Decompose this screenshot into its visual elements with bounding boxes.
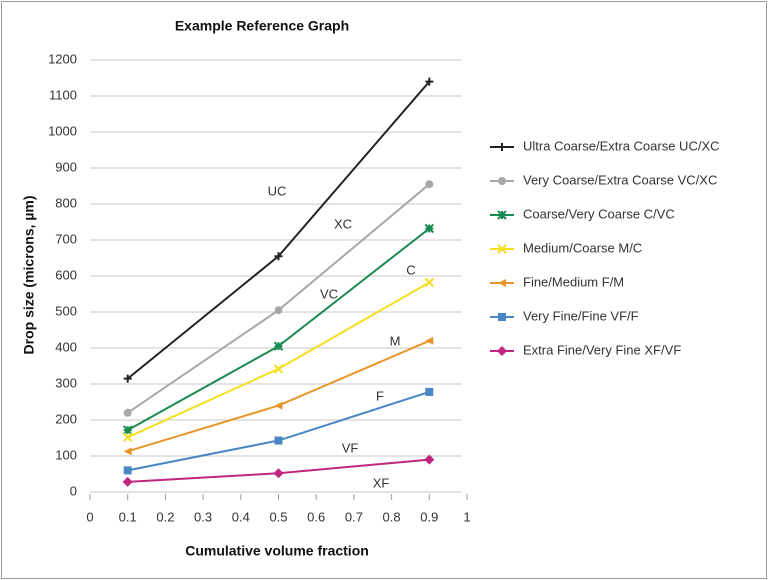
chart-title: Example Reference Graph <box>175 18 349 34</box>
y-tick-label: 700 <box>55 231 77 246</box>
legend-label: Medium/Coarse M/C <box>523 240 642 255</box>
data-point <box>123 447 132 456</box>
legend-label: Fine/Medium F/M <box>523 274 624 289</box>
data-point <box>273 468 284 479</box>
x-tick-label: 0.1 <box>119 509 137 524</box>
annotation: XF <box>373 475 390 490</box>
data-point <box>123 374 132 383</box>
y-tick-label: 600 <box>55 267 77 282</box>
x-tick-label: 0.6 <box>307 509 325 524</box>
x-tick-label: 0.3 <box>194 509 212 524</box>
y-axis-label: Drop size (microns, µm) <box>21 196 37 355</box>
data-point <box>425 77 434 86</box>
data-point <box>425 336 434 345</box>
x-tick-label: 0.7 <box>345 509 363 524</box>
data-point <box>123 408 132 417</box>
x-axis-label: Cumulative volume fraction <box>185 543 369 559</box>
y-tick-label: 400 <box>55 339 77 354</box>
data-point <box>274 436 283 445</box>
data-point <box>122 476 133 487</box>
y-tick-label: 900 <box>55 159 77 174</box>
data-point <box>123 466 132 475</box>
y-tick-label: 1100 <box>49 87 77 102</box>
x-tick-label: 0.9 <box>420 509 438 524</box>
x-tick-label: 1 <box>463 509 470 524</box>
y-tick-label: 0 <box>70 483 77 498</box>
legend-label: Very Coarse/Extra Coarse VC/XC <box>523 172 717 187</box>
legend-marker <box>497 346 507 356</box>
legend-label: Coarse/Very Coarse C/VC <box>523 206 675 221</box>
y-tick-label: 1200 <box>48 51 77 66</box>
legend-marker <box>497 210 507 220</box>
data-point <box>274 401 283 410</box>
x-tick-label: 0 <box>86 509 93 524</box>
annotation: XC <box>334 216 352 231</box>
legend-label: Ultra Coarse/Extra Coarse UC/XC <box>523 138 720 153</box>
annotation: VC <box>320 286 338 301</box>
data-point <box>424 277 435 288</box>
legend-marker <box>498 279 506 287</box>
y-tick-label: 800 <box>55 195 77 210</box>
data-point <box>425 387 434 396</box>
x-tick-label: 0.8 <box>383 509 401 524</box>
data-point <box>273 341 284 351</box>
series-line <box>127 339 430 453</box>
data-point <box>273 364 284 374</box>
data-point <box>274 252 283 261</box>
legend-label: Extra Fine/Very Fine XF/VF <box>523 342 681 357</box>
y-tick-label: 300 <box>55 375 77 390</box>
data-point <box>274 306 283 315</box>
y-tick-label: 100 <box>55 447 77 462</box>
y-tick-label: 500 <box>55 303 77 318</box>
legend-marker <box>498 177 506 185</box>
x-tick-label: 0.2 <box>156 509 174 524</box>
legend-marker <box>497 244 507 254</box>
y-tick-label: 1000 <box>48 123 77 138</box>
y-tick-label: 200 <box>55 411 77 426</box>
annotation: C <box>406 262 415 277</box>
data-point <box>122 432 133 442</box>
x-tick-label: 0.5 <box>269 509 287 524</box>
legend-label: Very Fine/Fine VF/F <box>523 308 639 323</box>
data-point <box>424 223 435 234</box>
annotation: M <box>390 333 401 348</box>
legend-marker <box>498 143 506 151</box>
data-point <box>122 425 133 435</box>
annotation: UC <box>268 183 287 198</box>
legend-marker <box>498 313 506 321</box>
series-line <box>127 183 430 414</box>
data-point <box>424 454 435 465</box>
data-point <box>425 180 434 189</box>
annotation: VF <box>342 440 359 455</box>
series-line <box>127 80 431 380</box>
x-tick-label: 0.4 <box>232 509 250 524</box>
annotation: F <box>376 388 384 403</box>
